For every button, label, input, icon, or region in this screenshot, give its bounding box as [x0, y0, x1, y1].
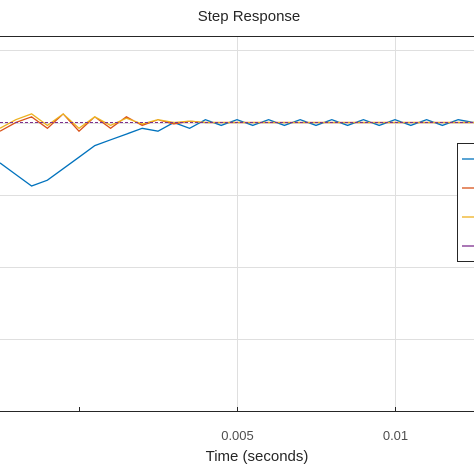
series-layer — [0, 112, 474, 187]
legend-box — [457, 143, 474, 262]
plot-area — [0, 36, 474, 412]
x-tick-label: 0.01 — [383, 428, 408, 443]
legend — [457, 143, 474, 262]
chart-title: Step Response — [198, 8, 301, 25]
series-line-1 — [0, 118, 474, 187]
x-tick-label: 0.005 — [221, 428, 254, 443]
series-line-3 — [0, 113, 474, 130]
x-ticks: 0.005 0.01 — [79, 407, 408, 443]
x-axis-label: Time (seconds) — [206, 448, 309, 465]
legend-entries — [462, 158, 474, 247]
grid — [0, 36, 474, 411]
